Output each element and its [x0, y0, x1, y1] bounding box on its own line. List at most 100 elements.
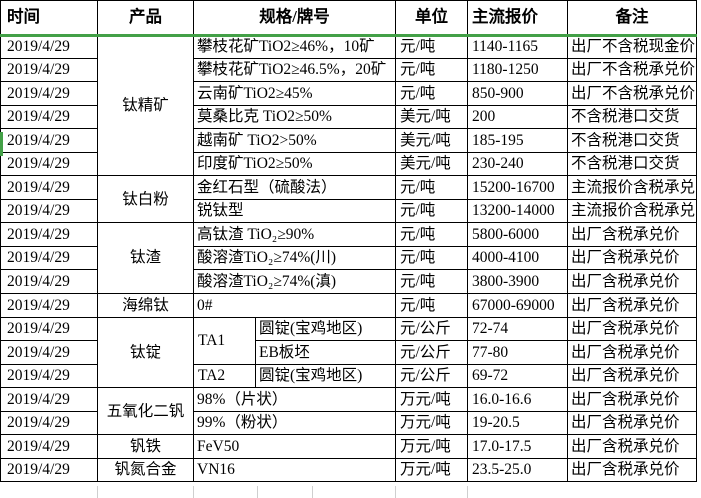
cell-price[interactable]: 3800-3900 [467, 269, 568, 295]
cell-unit[interactable]: 元/公斤 [395, 316, 468, 342]
cell-spec[interactable]: FeV50 [193, 434, 396, 459]
cell-price[interactable]: 200 [467, 104, 568, 130]
cell-note[interactable]: 出厂含税承兑价 [567, 316, 697, 342]
cell-date[interactable]: 2019/4/29 [0, 457, 98, 483]
cell-date[interactable]: 2019/4/29 [0, 293, 98, 318]
cell-unit[interactable]: 元/吨 [395, 175, 468, 200]
cell-price[interactable]: 4000-4100 [467, 245, 568, 271]
cell-date[interactable]: 2019/4/29 [0, 316, 98, 342]
cell-date[interactable]: 2019/4/29 [0, 340, 98, 365]
cell-note[interactable]: 出厂不含税现金价 [567, 34, 697, 59]
cell-date[interactable]: 2019/4/29 [0, 410, 98, 436]
header-price[interactable]: 主流报价 [467, 0, 568, 36]
cell-note[interactable]: 出厂含税承兑价 [567, 340, 697, 365]
cell-price[interactable]: 16.0-16.6 [467, 387, 568, 412]
header-time[interactable]: 时间 [0, 0, 98, 36]
cell-unit[interactable]: 元/公斤 [395, 340, 468, 365]
cell-note[interactable]: 不含税港口交货 [567, 104, 697, 130]
cell-spec[interactable]: 0# [193, 293, 396, 318]
cell-note[interactable]: 主流报价含税承兑 [567, 175, 697, 200]
header-spec[interactable]: 规格/牌号 [193, 0, 396, 36]
cell-price[interactable]: 17.0-17.5 [467, 434, 568, 459]
cell-price[interactable]: 67000-69000 [467, 293, 568, 318]
cell-unit[interactable]: 元/吨 [395, 269, 468, 295]
cell-spec[interactable]: 酸溶渣TiO₂≥74%(滇) [193, 269, 396, 295]
cell-spec[interactable]: 酸溶渣TiO₂≥74%(川) [193, 245, 396, 271]
cell-date[interactable]: 2019/4/29 [0, 57, 98, 83]
cell-unit[interactable]: 万元/吨 [395, 387, 468, 412]
cell-note[interactable]: 主流报价含税承兑 [567, 198, 697, 224]
cell-unit[interactable]: 美元/吨 [395, 128, 468, 153]
cell-date[interactable]: 2019/4/29 [0, 81, 98, 106]
cell-grade[interactable]: TA1 [193, 316, 256, 365]
header-note[interactable]: 备注 [567, 0, 697, 36]
cell-price[interactable]: 230-240 [467, 151, 568, 177]
cell-product[interactable]: 五氧化二钒 [97, 387, 194, 436]
cell-date[interactable]: 2019/4/29 [0, 151, 98, 177]
cell-note[interactable]: 出厂含税承兑价 [567, 457, 697, 483]
cell-product[interactable]: 钒氮合金 [97, 457, 194, 483]
cell-price[interactable]: 19-20.5 [467, 410, 568, 436]
cell-spec[interactable]: 攀枝花矿TiO2≥46.5%，20矿 [193, 57, 396, 83]
cell-price[interactable]: 13200-14000 [467, 198, 568, 224]
cell-spec[interactable]: 印度矿TiO2≥50% [193, 151, 396, 177]
cell-unit[interactable]: 元/公斤 [395, 363, 468, 389]
cell-unit[interactable]: 元/吨 [395, 245, 468, 271]
cell-note[interactable]: 出厂含税承兑价 [567, 410, 697, 436]
cell-price[interactable]: 1180-1250 [467, 57, 568, 83]
cell-product[interactable]: 钛白粉 [97, 175, 194, 224]
cell-price[interactable]: 850-900 [467, 81, 568, 106]
cell-unit[interactable]: 万元/吨 [395, 457, 468, 483]
cell-note[interactable]: 出厂含税承兑价 [567, 293, 697, 318]
cell-spec[interactable]: VN16 [193, 457, 396, 483]
cell-price[interactable]: 1140-1165 [467, 34, 568, 59]
cell-note[interactable]: 出厂含税承兑价 [567, 245, 697, 271]
cell-price[interactable]: 185-195 [467, 128, 568, 153]
cell-spec[interactable]: 锐钛型 [193, 198, 396, 224]
cell-unit[interactable]: 元/吨 [395, 293, 468, 318]
cell-spec[interactable]: 高钛渣 TiO₂≥90% [193, 222, 396, 247]
cell-note[interactable]: 不含税港口交货 [567, 151, 697, 177]
cell-product[interactable]: 钛精矿 [97, 33, 194, 177]
cell-unit[interactable]: 美元/吨 [395, 104, 468, 130]
cell-grade[interactable]: TA2 [193, 363, 256, 389]
cell-spec[interactable]: 云南矿TiO2≥45% [193, 81, 396, 106]
cell-date[interactable]: 2019/4/29 [0, 198, 98, 224]
cell-product[interactable]: 钛渣 [97, 222, 194, 295]
cell-note[interactable]: 出厂不含税承兑价 [567, 57, 697, 83]
cell-spec[interactable]: 越南矿 TiO2>50% [193, 128, 396, 153]
cell-unit[interactable]: 美元/吨 [395, 151, 468, 177]
cell-date[interactable]: 2019/4/29 [0, 434, 98, 459]
cell-price[interactable]: 23.5-25.0 [467, 457, 568, 483]
cell-date[interactable]: 2019/4/29 [0, 387, 98, 412]
cell-unit[interactable]: 万元/吨 [395, 434, 468, 459]
cell-product[interactable]: 钛锭 [97, 316, 194, 389]
cell-price[interactable]: 15200-16700 [467, 175, 568, 200]
cell-note[interactable]: 出厂不含税承兑价 [567, 81, 697, 106]
cell-spec[interactable]: 金红石型（硫酸法） [193, 175, 396, 200]
cell-price[interactable]: 77-80 [467, 340, 568, 365]
cell-price[interactable]: 72-74 [467, 316, 568, 342]
cell-product[interactable]: 海绵钛 [97, 293, 194, 318]
cell-price[interactable]: 69-72 [467, 363, 568, 389]
cell-spec[interactable]: 98%（片状） [193, 387, 396, 412]
cell-date[interactable]: 2019/4/29 [0, 175, 98, 200]
cell-spec[interactable]: 圆锭(宝鸡地区) [255, 316, 396, 342]
cell-spec[interactable]: 莫桑比克 TiO2≥50% [193, 104, 396, 130]
cell-note[interactable]: 出厂含税承兑价 [567, 434, 697, 459]
cell-spec[interactable]: 圆锭(宝鸡地区) [255, 363, 396, 389]
cell-price[interactable]: 5800-6000 [467, 222, 568, 247]
cell-date[interactable]: 2019/4/29 [0, 363, 98, 389]
cell-unit[interactable]: 元/吨 [395, 81, 468, 106]
cell-date[interactable]: 2019/4/29 [0, 104, 98, 130]
cell-spec[interactable]: 99%（粉状） [193, 410, 396, 436]
cell-spec[interactable]: EB板坯 [255, 340, 396, 365]
cell-date[interactable]: 2019/4/29 [0, 245, 98, 271]
cell-unit[interactable]: 元/吨 [395, 57, 468, 83]
cell-date[interactable]: 2019/4/29 [0, 269, 98, 295]
header-product[interactable]: 产品 [97, 0, 194, 36]
cell-date[interactable]: 2019/4/29 [0, 128, 98, 153]
cell-unit[interactable]: 万元/吨 [395, 410, 468, 436]
cell-unit[interactable]: 元/吨 [395, 34, 468, 59]
header-unit[interactable]: 单位 [395, 0, 468, 36]
